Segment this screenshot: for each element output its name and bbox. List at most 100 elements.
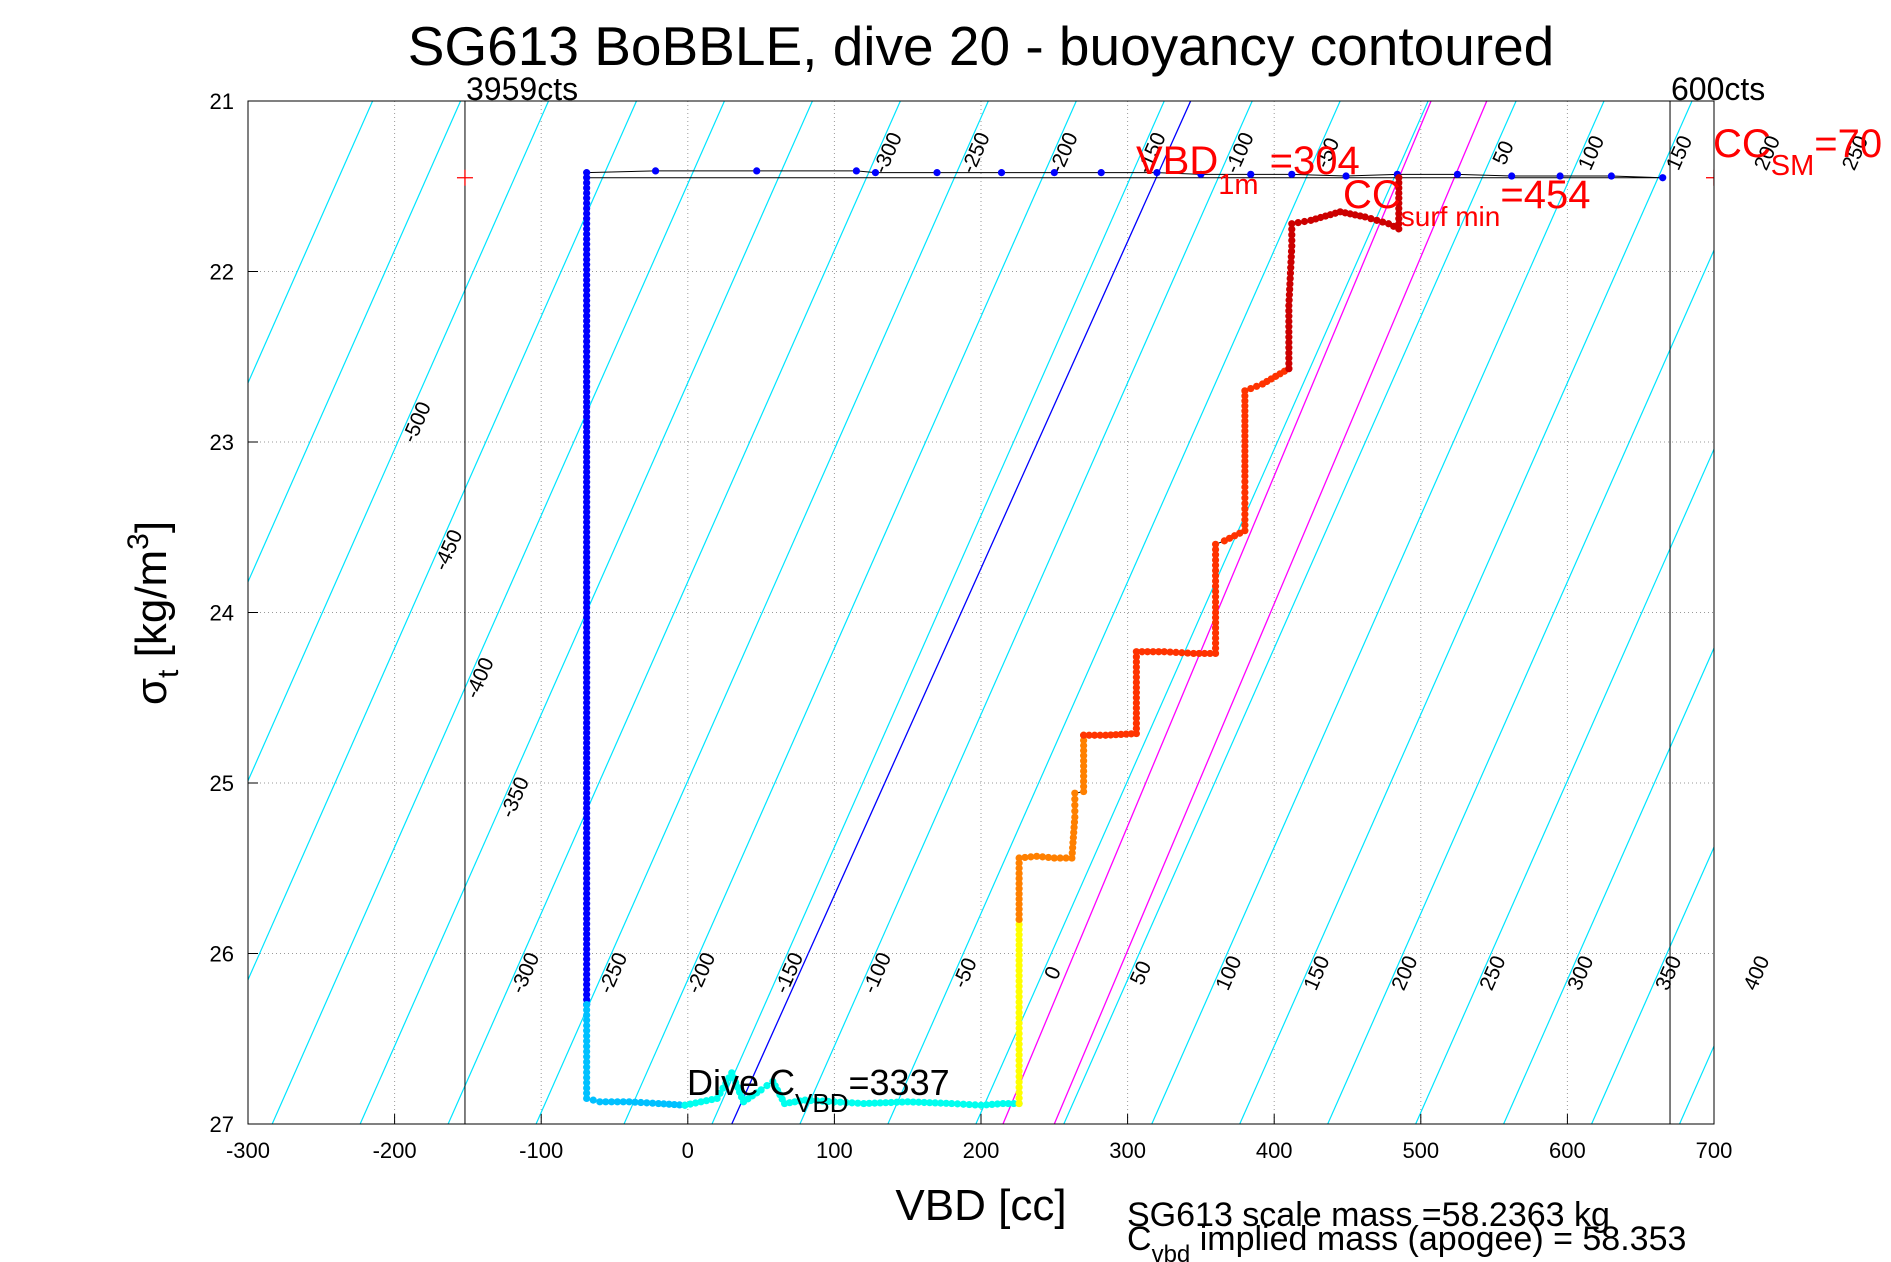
data-point (1080, 777, 1088, 785)
data-point (619, 1098, 627, 1106)
data-point (1288, 242, 1296, 250)
data-point (1015, 1008, 1023, 1017)
data-point (583, 353, 591, 361)
data-point (675, 1101, 684, 1109)
data-point (583, 940, 591, 948)
data-point (583, 623, 591, 632)
data-point (942, 1099, 950, 1107)
data-point (1379, 218, 1387, 226)
data-point (583, 804, 591, 812)
data-point (915, 1098, 923, 1106)
data-point (583, 910, 591, 918)
data-point (583, 538, 591, 546)
data-point (583, 1037, 591, 1045)
data-point (583, 403, 591, 411)
data-point (583, 312, 591, 320)
data-point (1015, 1094, 1023, 1102)
data-point (1241, 521, 1249, 529)
counts-label-left: 3959cts (466, 71, 578, 107)
data-point (583, 215, 591, 223)
data-point (583, 990, 591, 999)
data-point (1155, 648, 1163, 656)
data-point (583, 488, 591, 496)
data-point (1127, 730, 1135, 738)
data-point (1285, 323, 1293, 331)
data-point (1241, 505, 1249, 513)
data-point (583, 684, 591, 692)
reference-line-magenta-2 (1053, 101, 1488, 1124)
data-point (1395, 184, 1403, 192)
data-point (1080, 752, 1088, 760)
data-point (871, 169, 880, 177)
data-point (583, 438, 591, 446)
data-point (1211, 540, 1220, 548)
data-point (882, 1099, 890, 1107)
y-tick-label: 25 (210, 771, 234, 796)
data-point (1241, 432, 1249, 440)
data-point (583, 884, 591, 893)
implied-mass-sub: vbd (1152, 1241, 1191, 1262)
cc-sm-annotation: CCSM=70 (1713, 122, 1882, 182)
data-point (1015, 1019, 1023, 1027)
data-point (1367, 215, 1375, 223)
data-point (583, 1084, 591, 1092)
data-point (583, 503, 591, 511)
buoyancy-contour-line (248, 101, 638, 982)
data-point (583, 985, 591, 994)
data-point (583, 408, 591, 416)
data-point (1132, 648, 1140, 656)
data-point (1071, 789, 1079, 797)
data-point (583, 719, 591, 727)
data-point (1241, 427, 1249, 435)
data-point (583, 814, 591, 822)
data-point (583, 654, 591, 662)
data-point (1253, 382, 1261, 390)
data-point (583, 669, 591, 677)
data-point (583, 220, 591, 228)
data-point (1033, 852, 1041, 860)
y-tick-label: 22 (210, 260, 234, 285)
data-point (813, 1097, 821, 1105)
data-point (583, 779, 591, 787)
data-point (830, 1098, 839, 1106)
data-point (583, 433, 591, 441)
data-point (982, 1101, 991, 1109)
data-point (1288, 225, 1296, 233)
data-point (1395, 225, 1403, 233)
data-point (1178, 649, 1186, 657)
data-point (583, 322, 591, 330)
data-point (583, 834, 591, 842)
data-point (583, 854, 591, 862)
data-point (583, 588, 591, 597)
data-point (583, 533, 591, 541)
data-point (1508, 172, 1516, 180)
data-point (1132, 704, 1140, 712)
data-point (824, 1097, 833, 1106)
cc-sm-main: CC (1713, 122, 1771, 166)
data-point (1015, 931, 1023, 939)
data-point (1004, 1099, 1012, 1108)
data-point (583, 905, 591, 913)
data-point (1132, 683, 1140, 692)
dive-cvbd-annotation: Dive CVBD=3337 (687, 1062, 950, 1118)
data-point (1241, 397, 1249, 405)
data-point (1288, 220, 1296, 228)
data-point (583, 784, 591, 792)
data-point (933, 169, 941, 177)
data-point (1285, 307, 1293, 315)
vbd-1m-sub: 1m (1218, 169, 1258, 201)
data-point (583, 819, 591, 827)
data-point (583, 1058, 591, 1066)
data-point (1015, 1040, 1023, 1048)
data-point (1241, 452, 1249, 460)
data-point (898, 1098, 906, 1106)
data-point (1132, 694, 1140, 702)
data-point (854, 1099, 862, 1107)
data-point (583, 513, 591, 521)
data-point (583, 1001, 591, 1009)
data-point (583, 879, 591, 888)
data-point (1211, 582, 1220, 590)
data-point (1015, 890, 1023, 898)
data-point (1138, 648, 1146, 656)
data-point (876, 1099, 884, 1107)
